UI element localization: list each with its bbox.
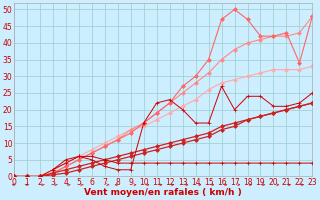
X-axis label: Vent moyen/en rafales ( km/h ): Vent moyen/en rafales ( km/h ) [84,188,242,197]
